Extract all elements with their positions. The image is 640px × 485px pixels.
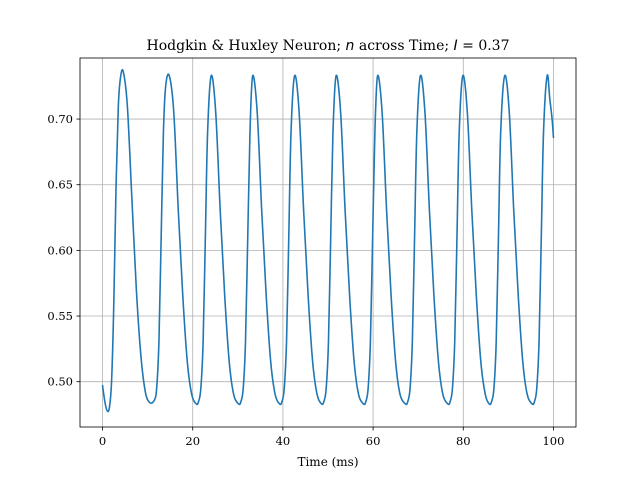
x-axis-label: Time (ms) bbox=[297, 455, 358, 469]
chart-title: Hodgkin & Huxley Neuron; n across Time; … bbox=[147, 38, 510, 54]
chart-title-value: 0.37 bbox=[478, 38, 509, 54]
plot-frame bbox=[79, 57, 577, 428]
ticks: 0 20 40 60 80 100 0.50 0.55 0.60 0.65 0.70 bbox=[47, 112, 564, 448]
chart-title-variable: n bbox=[346, 38, 355, 54]
x-tick-label: 80 bbox=[456, 434, 471, 448]
y-tick-label: 0.55 bbox=[47, 309, 73, 323]
x-tick-label: 0 bbox=[99, 434, 106, 448]
x-tick-label: 60 bbox=[366, 434, 381, 448]
x-tick-label: 40 bbox=[276, 434, 291, 448]
y-tick-label: 0.65 bbox=[47, 178, 73, 192]
y-tick-label: 0.60 bbox=[47, 243, 73, 257]
chart-title-prefix: Hodgkin & Huxley Neuron; bbox=[147, 38, 346, 54]
x-tick-label: 20 bbox=[185, 434, 200, 448]
chart-title-middle: across Time; bbox=[354, 38, 453, 54]
y-tick-label: 0.50 bbox=[47, 375, 73, 389]
x-tick-label: 100 bbox=[542, 434, 564, 448]
chart-title-equals: = bbox=[458, 38, 479, 54]
chart-title-parameter: I bbox=[454, 38, 458, 54]
grid bbox=[80, 58, 576, 427]
series-layer bbox=[101, 68, 555, 413]
y-tick-label: 0.70 bbox=[47, 112, 73, 126]
series-line-n bbox=[101, 68, 555, 413]
